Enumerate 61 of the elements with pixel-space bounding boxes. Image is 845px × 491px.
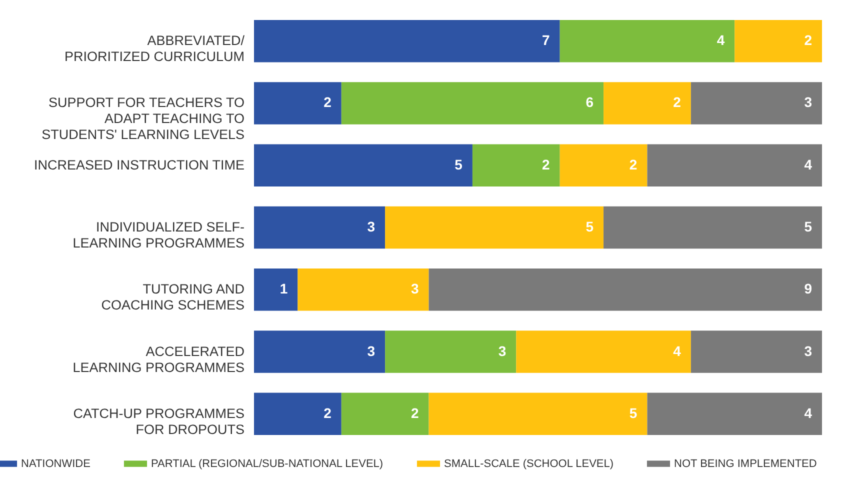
legend-label: PARTIAL (REGIONAL/SUB-NATIONAL LEVEL) bbox=[151, 458, 384, 470]
bar bbox=[254, 144, 472, 186]
bar bbox=[254, 330, 386, 373]
bar bbox=[690, 330, 822, 373]
data-label: 9 bbox=[804, 280, 812, 297]
bar bbox=[254, 268, 298, 311]
y-tick-label: ABBREVIATED/ PRIORITIZED CURRICULUM bbox=[64, 33, 245, 64]
bar bbox=[254, 82, 342, 124]
bar bbox=[428, 392, 648, 436]
data-label: 3 bbox=[804, 342, 812, 359]
data-label: 2 bbox=[804, 32, 812, 48]
bar bbox=[341, 82, 604, 124]
bar bbox=[604, 206, 822, 249]
bar bbox=[604, 82, 691, 124]
data-label: 5 bbox=[454, 156, 463, 172]
bar bbox=[254, 206, 386, 249]
bar bbox=[647, 392, 822, 436]
data-label: 3 bbox=[498, 342, 506, 359]
data-label: 2 bbox=[324, 94, 332, 110]
data-label: 7 bbox=[542, 32, 550, 48]
legend-label: NATIONWIDE bbox=[21, 458, 90, 470]
bar bbox=[428, 268, 822, 311]
bar bbox=[516, 330, 691, 373]
data-label: 3 bbox=[367, 218, 376, 234]
bar bbox=[385, 330, 516, 373]
bar bbox=[734, 20, 822, 62]
bar bbox=[254, 20, 560, 62]
bar bbox=[341, 392, 429, 436]
bar bbox=[472, 144, 560, 186]
data-label: 3 bbox=[410, 280, 419, 297]
bar bbox=[298, 268, 429, 311]
data-label: 2 bbox=[324, 404, 332, 421]
bar bbox=[560, 144, 648, 186]
bar bbox=[254, 392, 342, 436]
bar bbox=[385, 206, 604, 249]
bar bbox=[560, 20, 735, 62]
data-label: 5 bbox=[586, 218, 594, 234]
legend-label: SMALL-SCALE (SCHOOL LEVEL) bbox=[444, 458, 614, 470]
data-label: 2 bbox=[542, 156, 550, 172]
data-label: 6 bbox=[586, 94, 594, 110]
data-label: 2 bbox=[629, 156, 638, 172]
data-label: 1 bbox=[280, 280, 288, 297]
bar bbox=[690, 82, 822, 124]
data-label: 4 bbox=[804, 404, 812, 421]
data-label: 2 bbox=[410, 404, 419, 421]
y-tick-label: SUPPORT FOR TEACHERS TO ADAPT TEACHING TO STUDENTS' LEARNING LEVELS bbox=[42, 95, 244, 142]
data-label: 4 bbox=[804, 156, 812, 172]
legend-label: NOT BEING IMPLEMENTED bbox=[674, 458, 817, 470]
y-tick-label: CATCH-UP PROGRAMMES FOR DROPOUTS bbox=[73, 406, 244, 437]
y-tick-label: INCREASED INSTRUCTION TIME bbox=[34, 157, 244, 172]
y-tick-label: TUTORING AND COACHING SCHEMES bbox=[101, 282, 245, 313]
data-label: 4 bbox=[716, 32, 725, 48]
data-label: 5 bbox=[804, 218, 812, 234]
data-label: 4 bbox=[673, 342, 682, 359]
y-tick-label: INDIVIDUALIZED SELF- LEARNING PROGRAMMES bbox=[72, 220, 244, 250]
data-label: 5 bbox=[629, 404, 638, 421]
y-tick-label: ACCELERATED LEARNING PROGRAMMES bbox=[72, 344, 245, 375]
data-label: 2 bbox=[673, 94, 682, 110]
bar bbox=[647, 144, 822, 186]
data-label: 3 bbox=[804, 94, 812, 110]
data-label: 3 bbox=[367, 342, 376, 359]
